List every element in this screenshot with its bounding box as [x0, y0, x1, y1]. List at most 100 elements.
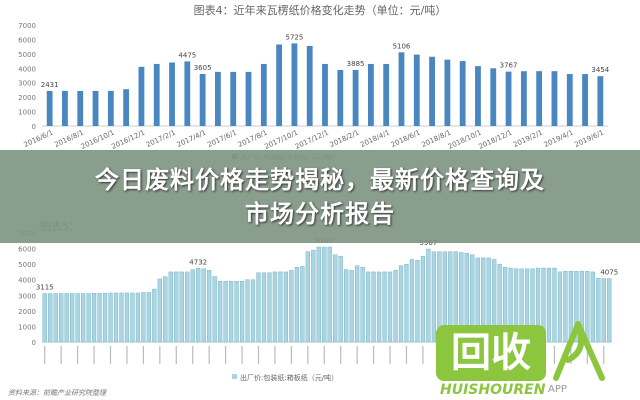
bar — [174, 271, 179, 343]
bar — [250, 279, 256, 343]
bar — [46, 90, 53, 126]
y-tick-label: 3000 — [18, 80, 36, 88]
bar — [272, 271, 278, 343]
bar — [520, 71, 527, 126]
legend-swatch — [232, 374, 237, 379]
logo-app: APP — [548, 384, 567, 395]
x-tick-label: 2017/6/1 — [206, 129, 238, 150]
bar — [601, 278, 606, 343]
bar — [201, 268, 206, 343]
bar — [311, 249, 316, 343]
bar — [230, 71, 237, 126]
y-tick-label: 4000 — [18, 277, 36, 285]
x-tick-label: 2018/4/1 — [359, 129, 391, 150]
bar — [376, 271, 382, 343]
bar — [42, 293, 47, 343]
bar — [179, 271, 184, 343]
bar — [383, 63, 390, 126]
bar — [260, 63, 267, 126]
bar — [135, 292, 141, 343]
bar — [267, 272, 272, 343]
bar — [59, 293, 64, 343]
bar — [316, 246, 321, 343]
bar — [278, 271, 283, 343]
y-tick-label: 1000 — [18, 323, 36, 331]
bar — [333, 254, 338, 343]
bar — [590, 271, 595, 343]
bar — [420, 256, 426, 343]
bar — [597, 76, 604, 126]
y-tick-label: 3000 — [18, 292, 36, 300]
x-tick-label: 2017/12/1 — [294, 129, 330, 151]
data-label: 4075 — [600, 269, 618, 277]
x-tick-label: 2019/6/1 — [573, 129, 605, 150]
bar — [431, 251, 436, 343]
bar — [80, 293, 86, 343]
bar — [393, 270, 398, 343]
bar — [387, 271, 393, 343]
bar — [382, 271, 387, 343]
y-tick-label: 0 — [32, 339, 36, 347]
bar — [108, 292, 113, 343]
bar — [413, 54, 420, 127]
data-label: 5106 — [393, 42, 411, 50]
bar — [574, 270, 579, 343]
bar — [185, 271, 190, 343]
bar — [107, 90, 114, 126]
x-tick-label: 2017/4/1 — [176, 129, 208, 150]
bar — [184, 61, 191, 126]
headline-banner: 今日废料价格走势揭秘，最新价格查询及 市场分析报告 — [0, 150, 640, 243]
bar — [228, 281, 234, 343]
bar — [245, 279, 250, 343]
legend-label: 出厂价:包装纸:箱板纸（元/吨） — [240, 373, 338, 382]
bar — [349, 270, 354, 343]
bar — [223, 281, 228, 343]
logo-person-icon — [553, 321, 605, 381]
data-label: 2431 — [41, 81, 59, 89]
bar — [190, 269, 195, 343]
bar — [146, 292, 151, 343]
bar — [283, 271, 289, 343]
bar — [338, 256, 343, 343]
bar — [300, 266, 305, 343]
data-label: 3767 — [500, 62, 518, 70]
bar — [566, 74, 573, 126]
bar — [75, 293, 80, 343]
x-tick-label: 2016/10/1 — [80, 129, 116, 151]
bar — [552, 267, 557, 343]
bar — [360, 267, 365, 343]
bar — [256, 272, 261, 343]
headline-line2: 市场分析报告 — [245, 199, 395, 228]
bar — [141, 292, 146, 343]
bar — [409, 259, 415, 343]
huishouren-logo: 回收 HUISHOUREN APP — [436, 320, 626, 400]
bar — [563, 270, 568, 343]
bar — [444, 59, 451, 126]
bar — [546, 267, 552, 343]
bar — [77, 90, 84, 126]
bar — [218, 281, 223, 343]
y-tick-label: 1000 — [18, 109, 36, 117]
bar — [163, 276, 168, 343]
bar — [289, 270, 294, 343]
bar — [536, 71, 543, 126]
data-label: 5725 — [285, 33, 303, 41]
logo-english: HUISHOUREN — [440, 382, 546, 398]
bar — [344, 269, 349, 343]
data-label: 3605 — [194, 64, 212, 72]
x-tick-label: 2017/10/1 — [263, 129, 299, 151]
y-tick-label: 0 — [32, 123, 36, 131]
y-tick-label: 7000 — [18, 22, 36, 30]
bar — [157, 278, 162, 343]
y-tick-label: 4000 — [18, 65, 36, 73]
bar — [62, 90, 68, 126]
bar — [276, 44, 283, 126]
bar — [596, 277, 601, 343]
bar — [505, 71, 512, 126]
bar — [398, 265, 404, 343]
x-tick-label: 2017/2/1 — [145, 129, 177, 150]
x-tick-label: 2018/2/1 — [329, 129, 361, 150]
bar — [306, 45, 313, 126]
chart-boxboard-paper: 图表5：010002000300040005000600070003115473… — [8, 220, 618, 397]
bar — [371, 271, 376, 343]
